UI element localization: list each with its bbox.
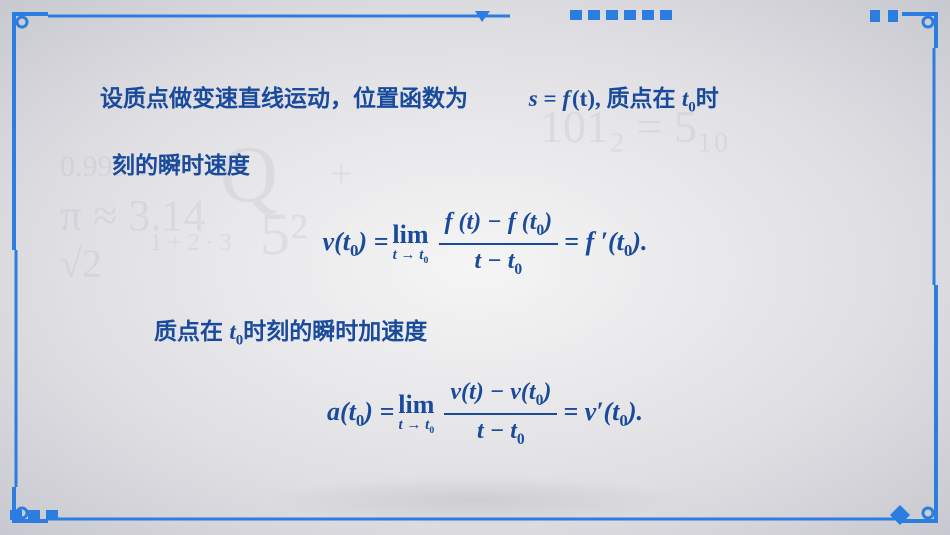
limit-operator: lim t → t0 [392,222,428,266]
slide-content: 设质点做变速直线运动，位置函数为 s = f(t), 质点在 t0时 刻的瞬时速… [100,80,870,483]
equation-velocity: v(t0) = lim t → t0 f (t) − f (t0) t − t0… [100,209,870,278]
limit-operator: lim t → t0 [398,392,434,436]
inline-equation-s: s = f(t), [529,86,607,111]
fraction: v(t) − v(t0) t − t0 [444,379,557,448]
inline-t0: t0 [682,86,696,111]
text-fragment: 设质点做变速直线运动，位置函数为 [100,85,468,111]
text-fragment: 时 [696,85,719,111]
text-fragment: 质点在 [607,85,682,111]
eq-lhs: a(t0) = [327,397,394,431]
eq-rhs: = f ′(t0). [564,227,647,261]
paragraph-line-1: 设质点做变速直线运动，位置函数为 s = f(t), 质点在 t0时 [100,80,870,121]
paragraph-line-3: 质点在 t0时刻的瞬时加速度 [100,313,870,354]
eq-rhs: = v′(t0). [563,397,643,431]
equation-acceleration: a(t0) = lim t → t0 v(t) − v(t0) t − t0 =… [100,379,870,448]
paragraph-line-2: 刻的瞬时速度 [100,147,870,184]
inline-t0: t0 [229,319,243,344]
eq-lhs: v(t0) = [323,227,389,261]
fraction: f (t) − f (t0) t − t0 [439,209,559,278]
